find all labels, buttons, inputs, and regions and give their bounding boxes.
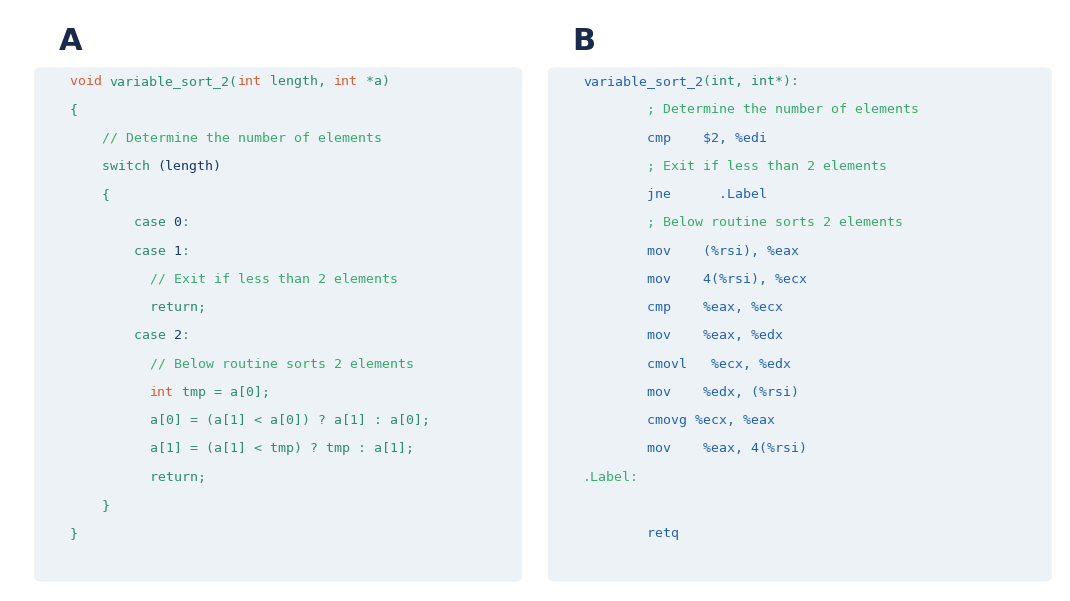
Text: 2: 2 — [173, 329, 182, 343]
Text: jne      .Label: jne .Label — [583, 188, 767, 201]
FancyBboxPatch shape — [34, 67, 522, 582]
Text: }: } — [70, 499, 109, 512]
Text: length,: length, — [261, 75, 334, 88]
Text: 0: 0 — [173, 216, 182, 230]
Text: cmovg %ecx, %eax: cmovg %ecx, %eax — [583, 414, 775, 427]
Text: (length): (length) — [157, 160, 221, 173]
Text: switch: switch — [70, 160, 157, 173]
Text: ; Exit if less than 2 elements: ; Exit if less than 2 elements — [583, 160, 887, 173]
Text: return;: return; — [70, 471, 205, 484]
Text: ; Below routine sorts 2 elements: ; Below routine sorts 2 elements — [583, 216, 903, 230]
Text: void: void — [70, 75, 109, 88]
Text: (int, int*):: (int, int*): — [703, 75, 799, 88]
Text: mov    %eax, 4(%rsi): mov %eax, 4(%rsi) — [583, 442, 807, 456]
Text: case: case — [70, 329, 173, 343]
Text: B: B — [572, 27, 596, 56]
Text: :: : — [182, 216, 189, 230]
Text: ; Determine the number of elements: ; Determine the number of elements — [583, 103, 919, 117]
Text: return;: return; — [70, 301, 205, 314]
Text: case: case — [70, 216, 173, 230]
Text: mov    %edx, (%rsi): mov %edx, (%rsi) — [583, 386, 799, 399]
Text: }: } — [70, 527, 77, 540]
Text: retq: retq — [583, 527, 679, 540]
Text: variable_sort_2: variable_sort_2 — [583, 75, 703, 88]
Text: a[0] = (a[1] < a[0]) ? a[1] : a[0];: a[0] = (a[1] < a[0]) ? a[1] : a[0]; — [70, 414, 429, 427]
Text: *a): *a) — [357, 75, 389, 88]
Text: tmp = a[0];: tmp = a[0]; — [173, 386, 270, 399]
Text: int: int — [238, 75, 261, 88]
Text: cmp    %eax, %ecx: cmp %eax, %ecx — [583, 301, 783, 314]
Text: 1: 1 — [173, 245, 182, 258]
Text: // Determine the number of elements: // Determine the number of elements — [70, 132, 382, 145]
Text: int: int — [150, 386, 173, 399]
Text: .Label:: .Label: — [583, 471, 639, 484]
Text: // Below routine sorts 2 elements: // Below routine sorts 2 elements — [70, 358, 413, 371]
Text: // Exit if less than 2 elements: // Exit if less than 2 elements — [70, 273, 398, 286]
Text: a[1] = (a[1] < tmp) ? tmp : a[1];: a[1] = (a[1] < tmp) ? tmp : a[1]; — [70, 442, 413, 456]
Text: :: : — [182, 329, 189, 343]
Text: {: { — [70, 188, 109, 201]
Text: mov    4(%rsi), %ecx: mov 4(%rsi), %ecx — [583, 273, 807, 286]
Text: variable_sort_2(: variable_sort_2( — [109, 75, 238, 88]
Text: int: int — [334, 75, 357, 88]
Text: mov    (%rsi), %eax: mov (%rsi), %eax — [583, 245, 799, 258]
Text: cmp    $2, %edi: cmp $2, %edi — [583, 132, 767, 145]
Text: {: { — [70, 103, 77, 117]
Text: cmovl   %ecx, %edx: cmovl %ecx, %edx — [583, 358, 791, 371]
Text: :: : — [182, 245, 189, 258]
Text: mov    %eax, %edx: mov %eax, %edx — [583, 329, 783, 343]
FancyBboxPatch shape — [548, 67, 1052, 582]
Text: case: case — [70, 245, 173, 258]
Text: A: A — [59, 27, 82, 56]
